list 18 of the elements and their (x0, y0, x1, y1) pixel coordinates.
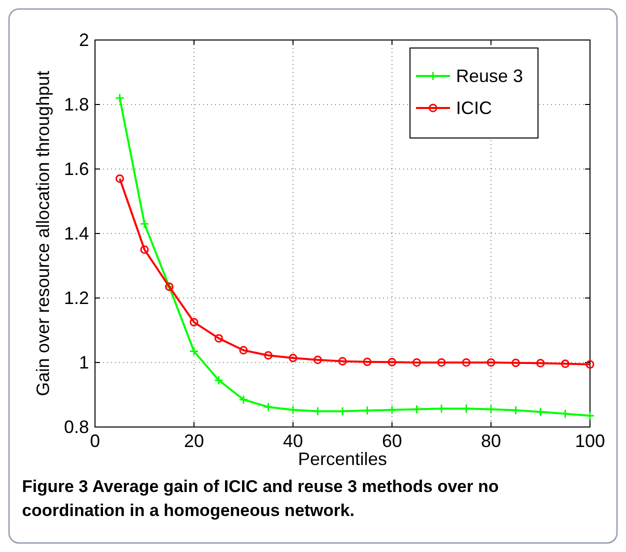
x-axis-title: Percentiles (298, 449, 388, 469)
x-tick-label: 0 (90, 431, 100, 451)
y-axis-title: Gain over resource allocation throughput (33, 70, 53, 396)
x-tick-label: 40 (282, 431, 304, 451)
caption: Figure 3 Average gain of ICIC and reuse 3 methods over no coordination in a homogeneous network. (22, 477, 499, 520)
x-tick-label: 80 (480, 431, 502, 451)
legend-label: ICIC (456, 98, 492, 118)
y-tick-label: 1.2 (64, 288, 89, 308)
y-tick-label: 1.8 (64, 94, 89, 114)
y-tick-label: 1 (78, 352, 89, 372)
x-tick-label: 100 (574, 431, 606, 451)
legend-label: Reuse 3 (456, 66, 524, 86)
y-tick-label: 1.4 (64, 224, 89, 244)
x-tick-label: 60 (382, 431, 402, 451)
y-tick-label: 2 (78, 30, 89, 50)
y-tick-label: 1.6 (64, 159, 89, 179)
y-tick-label: 0.8 (64, 417, 89, 437)
x-tick-label: 20 (184, 431, 204, 451)
